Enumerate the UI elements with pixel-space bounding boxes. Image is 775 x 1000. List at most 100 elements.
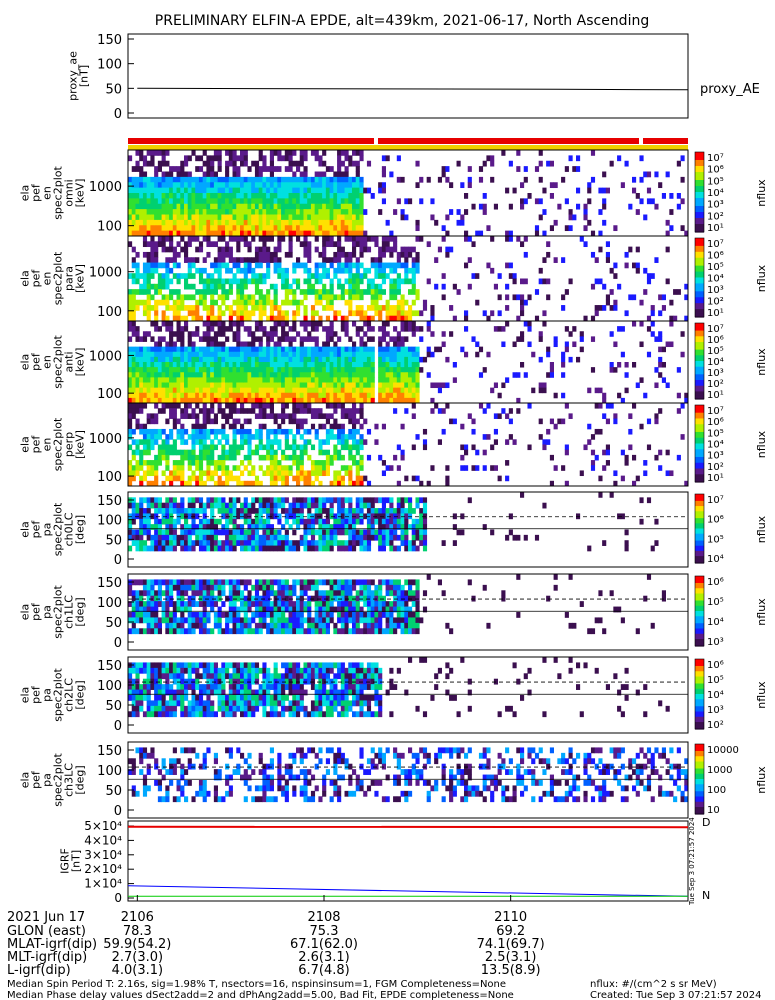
spectrogram-cell xyxy=(310,176,316,183)
spectrogram-cell xyxy=(370,299,375,306)
spectrogram-cell xyxy=(191,382,196,389)
spectrogram-cell xyxy=(213,502,218,509)
spectrogram-cell xyxy=(344,299,349,306)
spectrogram-cell xyxy=(281,331,286,337)
spectrogram-cell xyxy=(654,518,659,525)
spectrogram-cell xyxy=(385,315,390,322)
spectrogram-cell xyxy=(213,434,218,440)
spectrogram-cell xyxy=(206,305,211,311)
spectrogram-cell xyxy=(258,513,263,520)
spectrogram-cell xyxy=(284,529,289,536)
spectrogram-cell xyxy=(198,524,204,530)
spectrogram-cell xyxy=(576,155,581,162)
spectrogram-cell xyxy=(352,372,357,378)
spectrogram-cell xyxy=(128,203,133,210)
spectrogram-cell xyxy=(329,434,334,440)
spectrogram-cell xyxy=(161,612,166,618)
spectrogram-cell xyxy=(527,321,532,327)
spectrogram-cell xyxy=(318,423,323,430)
spectrogram-cell xyxy=(284,278,289,285)
spectrogram-cell xyxy=(217,356,222,363)
spectrogram-cell xyxy=(165,150,170,156)
spectrogram-cell xyxy=(184,246,189,253)
spectrogram-cell xyxy=(594,278,599,285)
spectrogram-cell xyxy=(534,315,540,322)
spectrogram-cell xyxy=(363,241,368,248)
spectrogram-cell xyxy=(404,267,409,274)
spectrogram-cell xyxy=(172,502,177,509)
spectrogram-cell xyxy=(602,305,607,311)
spectrogram-cell xyxy=(355,513,360,520)
spectrogram-cell xyxy=(348,351,353,358)
spectrogram-cell xyxy=(396,513,401,520)
spectrogram-cell xyxy=(400,534,405,541)
spectrogram-cell xyxy=(277,351,282,358)
spectrogram-cell xyxy=(247,545,252,552)
spectrogram-cell xyxy=(325,524,330,530)
spectrogram-cell xyxy=(266,392,271,399)
spectrogram-cell xyxy=(348,346,353,353)
spectrogram-cell xyxy=(206,341,211,348)
spectrogram-cell xyxy=(161,513,166,520)
spectrogram-cell xyxy=(139,480,144,487)
spectrogram-cell xyxy=(568,155,573,162)
spectrogram-cell xyxy=(277,534,282,541)
spectrogram-cell xyxy=(187,465,192,471)
spectrogram-cell xyxy=(269,209,274,215)
spectrogram-cell xyxy=(396,480,401,487)
spectrogram-cell xyxy=(146,289,151,295)
spectrogram-cell xyxy=(184,187,189,194)
spectrogram-cell xyxy=(206,444,211,451)
spectrogram-cell xyxy=(243,262,248,269)
spectrogram-cell xyxy=(393,392,398,399)
spectrogram-cell xyxy=(281,236,286,242)
spectrogram-cell xyxy=(269,524,274,530)
spectrogram-cell xyxy=(180,326,185,332)
spectrogram-cell xyxy=(258,372,263,378)
spectrogram-cell xyxy=(254,444,260,451)
spectrogram-cell xyxy=(213,171,218,178)
spectrogram-cell xyxy=(325,428,330,435)
spectrogram-cell xyxy=(228,198,233,205)
spectrogram-ela_pef_en_spec2plot_omni: 1000100elapefenspec2plotomni[keV]10⁷10⁶1… xyxy=(19,149,768,237)
spectrogram-cell xyxy=(307,508,312,514)
spectrogram-cell xyxy=(135,150,140,156)
spectrogram-cell xyxy=(195,617,200,624)
spectrogram-cell xyxy=(322,497,327,504)
spectrogram-cell xyxy=(404,475,409,482)
spectrogram-cell xyxy=(187,155,192,162)
spectrogram-cell xyxy=(475,230,480,237)
spectrogram-cell xyxy=(191,315,196,322)
spectrogram-cell xyxy=(206,367,211,373)
spectrogram-cell xyxy=(527,193,532,199)
spectrogram-cell xyxy=(628,428,633,435)
spectrogram-cell xyxy=(314,326,319,332)
spectrogram-cell xyxy=(632,403,637,409)
spectrogram-cell xyxy=(225,513,230,520)
spectrogram-cell xyxy=(154,590,159,597)
spectrogram-cell xyxy=(202,449,207,456)
spectrogram-cell xyxy=(213,534,218,541)
spectrogram-cell xyxy=(389,497,394,504)
spectrogram-cell xyxy=(269,160,274,167)
spectrogram-cell xyxy=(635,246,640,253)
spectrogram-cell xyxy=(307,518,312,525)
spectrogram-cell xyxy=(150,470,155,477)
spectrogram-cell xyxy=(191,209,196,215)
spectrogram-cell xyxy=(251,470,256,477)
spectrogram-cell xyxy=(247,209,252,215)
spectrogram-cell xyxy=(460,454,465,461)
spectrogram-cell xyxy=(258,310,263,317)
spectrogram-cell xyxy=(393,305,398,311)
spectrogram-cell xyxy=(411,397,416,404)
spectrogram-cell xyxy=(281,497,286,504)
spectrogram-cell xyxy=(680,403,685,409)
spectrogram-cell xyxy=(314,408,319,414)
spectrogram-cell xyxy=(396,497,401,504)
spectrogram-cell xyxy=(415,367,420,373)
spectrogram-cell xyxy=(198,225,204,232)
spectrogram-cell xyxy=(258,273,263,279)
spectrogram-cell xyxy=(333,540,338,546)
spectrogram-cell xyxy=(128,289,133,295)
spectrogram-cell xyxy=(266,413,271,419)
